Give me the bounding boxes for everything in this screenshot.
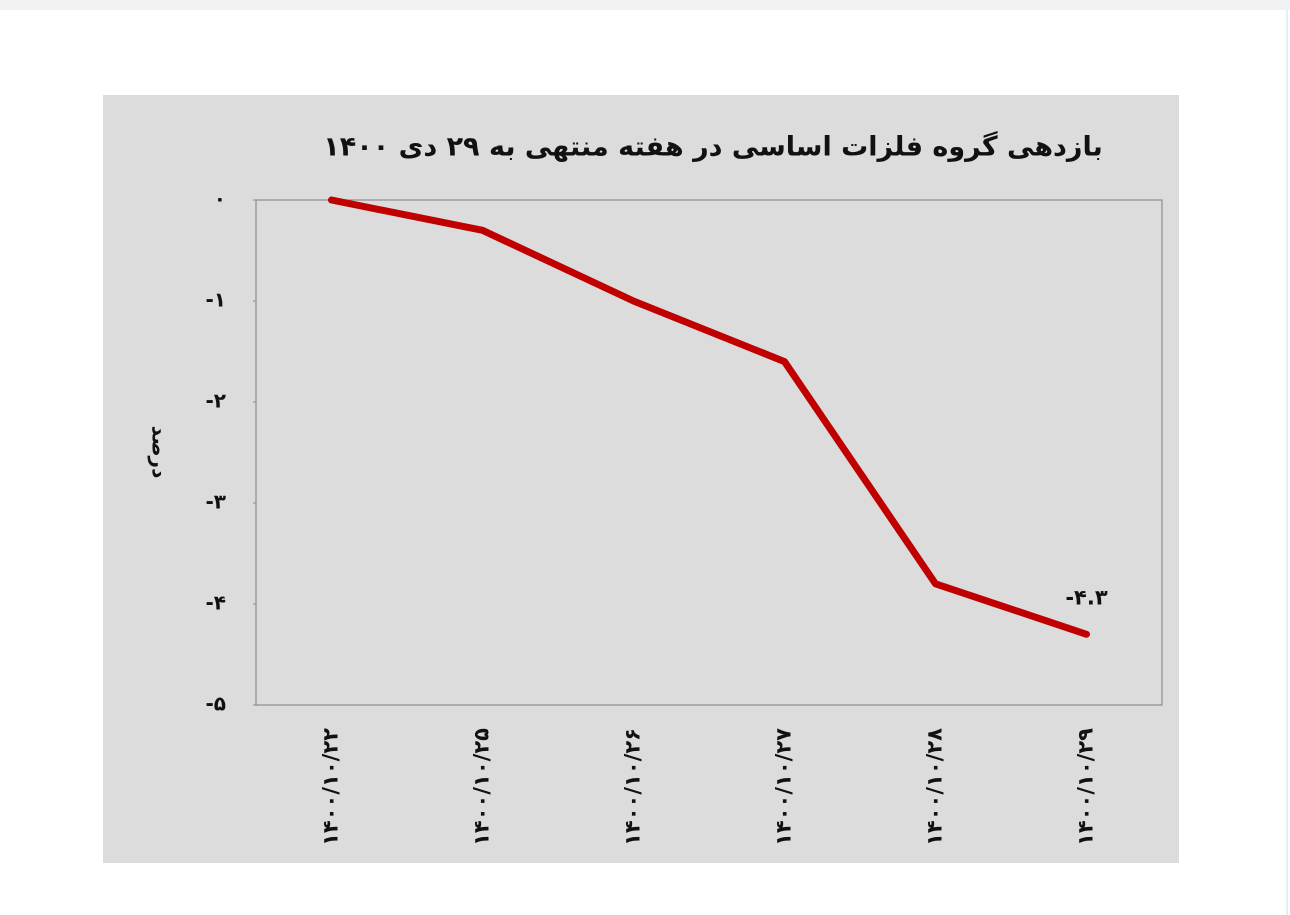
y-tick-label: -۱ — [205, 288, 226, 312]
x-tick-label: ۱۴۰۰/۱۰/۲۷ — [772, 728, 796, 846]
plot-area — [255, 199, 1163, 706]
y-tick-label: -۳ — [205, 490, 226, 514]
y-tick-label: -۴ — [205, 591, 226, 615]
y-tick-label: -۵ — [205, 692, 226, 716]
data-line — [328, 196, 1090, 638]
x-tick-label: ۱۴۰۰/۱۰/۲۵ — [470, 728, 494, 846]
y-tick-label: -۲ — [205, 389, 226, 413]
y-tick-label: ۰ — [214, 187, 226, 211]
x-tick-label: ۱۴۰۰/۱۰/۲۲ — [319, 728, 343, 846]
chart-title: بازدهی گروه فلزات اساسی در هفته منتهی به… — [323, 131, 1103, 163]
x-tick-label: ۱۴۰۰/۱۰/۲۸ — [923, 728, 947, 846]
page-edge — [1286, 10, 1288, 915]
x-tick-label: ۱۴۰۰/۱۰/۲۹ — [1074, 728, 1098, 846]
data-label: -۴.۳ — [1065, 585, 1108, 609]
y-axis-label: درصد — [148, 426, 172, 479]
x-tick-label: ۱۴۰۰/۱۰/۲۶ — [621, 728, 645, 846]
top-band — [0, 0, 1290, 10]
